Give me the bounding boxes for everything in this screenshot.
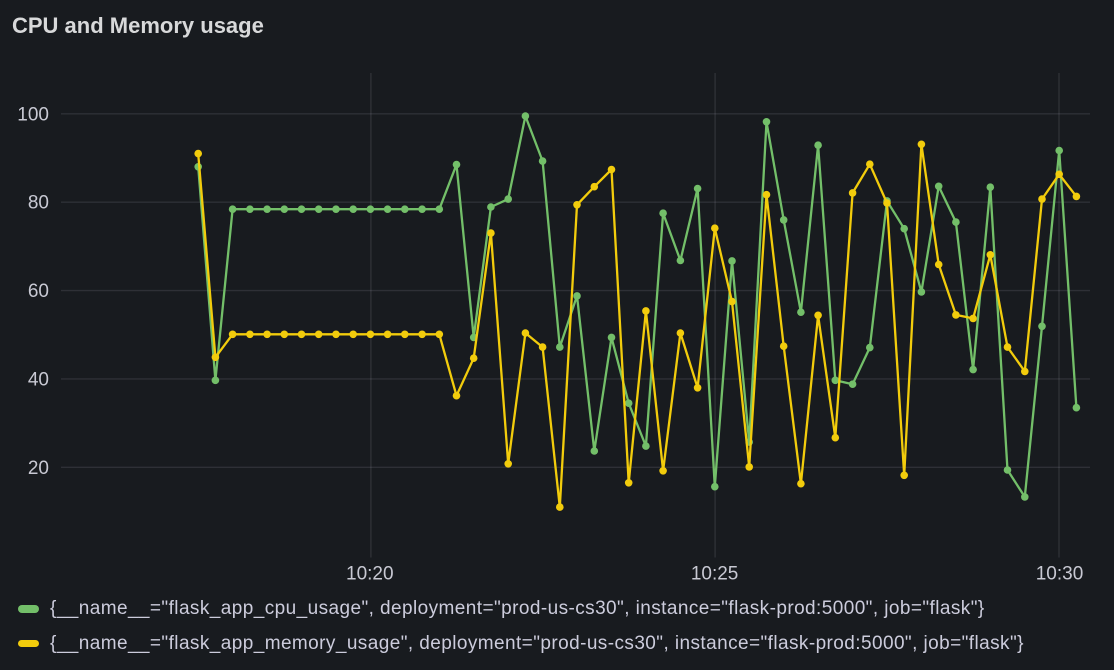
svg-text:60: 60 [28,281,49,302]
svg-text:100: 100 [17,104,49,125]
svg-text:10:25: 10:25 [691,564,739,585]
svg-text:10:20: 10:20 [346,564,394,585]
svg-text:10:30: 10:30 [1036,564,1084,585]
svg-text:40: 40 [28,369,49,390]
svg-text:80: 80 [28,193,49,214]
svg-text:20: 20 [28,458,49,479]
